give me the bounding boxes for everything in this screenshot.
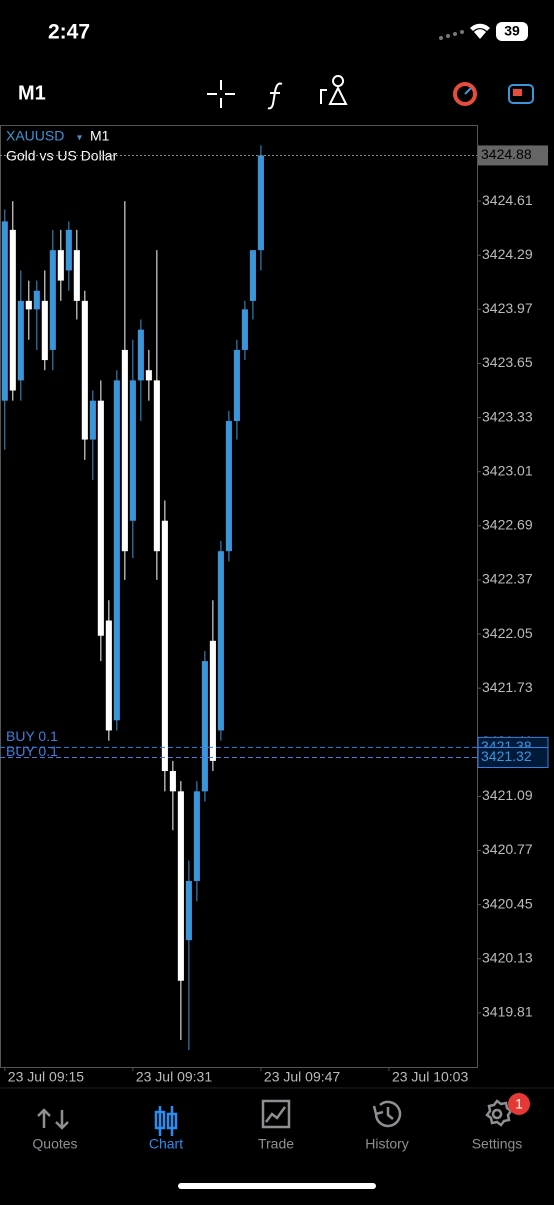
x-tick-label: 23 Jul 09:31 [136, 1069, 212, 1085]
candle-body [129, 380, 136, 521]
candle-body [209, 640, 216, 761]
candle-body [241, 309, 248, 350]
candle-body [9, 229, 16, 391]
plot: 3424.61 3424.29 3423.97 3423.65 3423.33 3423.… [0, 145, 549, 1085]
chart-timeframe: M1 [90, 128, 110, 144]
plot-frame [0, 125, 478, 1068]
toolbar-icons[interactable] [207, 75, 534, 110]
tab-bar: Quotes Chart Trade History Settings 1 [32, 1093, 530, 1152]
x-tick-label: 23 Jul 09:47 [264, 1069, 340, 1085]
candle-body [257, 155, 264, 251]
candle-body [217, 551, 224, 731]
candle-body [73, 250, 80, 301]
y-tick-label: 3421.09 [482, 787, 533, 803]
candle-body [225, 420, 232, 552]
y-tick-label: 3422.69 [482, 517, 533, 533]
candle-body [153, 380, 160, 552]
candle-body [65, 229, 72, 271]
candle-body [169, 771, 176, 792]
candle-body [161, 520, 168, 772]
tab-label[interactable]: Settings [472, 1136, 523, 1152]
status-icons [439, 22, 528, 41]
candle-body [49, 250, 56, 350]
status-time: 2:47 [48, 21, 90, 44]
y-tick-label: 3422.05 [482, 625, 533, 641]
y-tick-label: 3424.61 [482, 192, 533, 208]
x-tick-label: 23 Jul 09:15 [8, 1069, 84, 1085]
y-tick-label: 3422.37 [482, 571, 533, 587]
y-tick-label: 3423.01 [482, 462, 533, 478]
y-tick-label: 3423.33 [482, 408, 533, 424]
badge [508, 1093, 530, 1115]
battery: 39 [504, 23, 520, 39]
tab-label[interactable]: History [365, 1136, 409, 1152]
candle-body [81, 300, 88, 440]
home-indicator [178, 1183, 376, 1189]
candle-body [233, 349, 240, 421]
y-tick-label: 3419.81 [482, 1004, 533, 1020]
candle-body [121, 349, 128, 552]
order-tag [477, 747, 549, 769]
order-tag-label: 3421.32 [481, 748, 532, 764]
candle-body [17, 300, 24, 381]
y-tick-label: 3420.45 [482, 895, 533, 911]
y-tick-label: 3420.77 [482, 841, 533, 857]
badge-count: 1 [515, 1096, 523, 1112]
tab-icon[interactable] [261, 1099, 291, 1129]
tab-label[interactable]: Chart [149, 1136, 183, 1152]
candle-body [177, 791, 184, 981]
tab-icon[interactable] [485, 1099, 513, 1127]
y-tick-label: 3423.97 [482, 300, 533, 316]
order-label: BUY 0.1 [6, 743, 58, 759]
y-tick-label: 3424.29 [482, 246, 533, 262]
x-tick-label: 23 Jul 10:03 [392, 1069, 468, 1085]
candle-body [145, 370, 152, 381]
tab-label[interactable]: Trade [258, 1136, 294, 1152]
candle-body [41, 300, 48, 361]
candle-body [89, 400, 96, 440]
candle-body [249, 250, 256, 301]
y-tick-label: 3420.13 [482, 949, 533, 965]
y-tick-label: 3421.73 [482, 679, 533, 695]
candle-body [33, 290, 40, 310]
candle-body [105, 620, 112, 731]
price-tag [478, 145, 548, 166]
timeframe-button[interactable]: M1 [18, 82, 46, 104]
tab-icon[interactable] [37, 1108, 69, 1130]
candle-body [137, 329, 144, 381]
tab-label[interactable]: Quotes [32, 1136, 77, 1152]
symbol-dropdown[interactable]: ▾ [77, 133, 82, 144]
candle-body [25, 300, 32, 310]
chart-symbol: XAUUSD [6, 128, 64, 144]
tab-icon[interactable] [154, 1106, 178, 1136]
candle-body [185, 880, 192, 941]
candle-body [113, 380, 120, 721]
tab-icon[interactable] [372, 1100, 402, 1128]
price-tag-label: 3424.88 [481, 146, 532, 162]
candle-body [97, 400, 104, 636]
candle-body [57, 250, 64, 281]
candle-body [201, 661, 208, 792]
order-label: BUY 0.1 [6, 728, 58, 744]
candle-body [193, 791, 200, 881]
y-tick-label: 3423.65 [482, 354, 533, 370]
candle-body [1, 221, 8, 401]
